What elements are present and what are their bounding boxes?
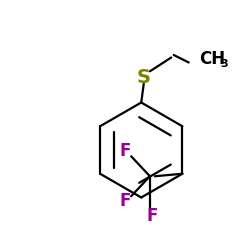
Text: F: F — [119, 142, 130, 160]
Text: F: F — [147, 207, 158, 225]
Text: F: F — [119, 192, 130, 210]
Text: S: S — [137, 68, 151, 87]
Text: CH: CH — [199, 50, 225, 68]
Text: 3: 3 — [220, 59, 228, 69]
